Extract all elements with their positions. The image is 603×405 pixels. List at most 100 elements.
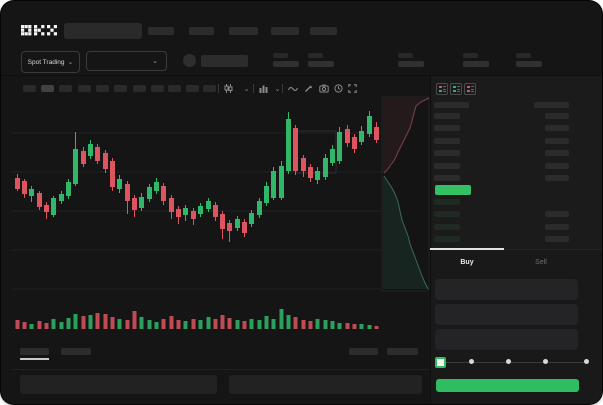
slider-dot[interactable] [505,359,511,364]
slider-handle[interactable] [434,357,446,368]
toolbar-separator [218,84,219,93]
bid-row-amount [545,224,569,230]
nav-item[interactable] [271,27,299,35]
fullscreen-icon[interactable] [347,83,358,94]
slider-dot[interactable] [468,359,474,364]
amount-slider[interactable] [431,353,602,371]
timeframe-pill[interactable] [114,85,127,92]
chart-bottom-tab[interactable] [61,348,91,355]
timeframe-pill[interactable] [186,85,199,92]
slider-track[interactable] [441,361,586,363]
draw-pencil-icon[interactable] [303,83,314,94]
trade-side-panel: Buy Sell [430,76,602,404]
timeframe-pill[interactable] [151,85,164,92]
timeframe-pill[interactable] [41,85,54,92]
ticker-stat-label [398,53,413,58]
top-bar [1,1,602,47]
total-field[interactable] [435,329,578,350]
main-nav [1,1,602,47]
interval-icon[interactable] [258,83,269,94]
chart-panel: ⌄ ⌄ [1,76,431,404]
sell-tab[interactable]: Sell [535,259,547,266]
ticker-stat-label [273,53,288,58]
nav-item[interactable] [189,27,214,35]
chart-svg [13,96,430,329]
chevron-down-icon: ⌄ [274,85,281,93]
ticker-stat-value [516,61,542,67]
okx-logo[interactable] [21,25,57,36]
ticker-stat-value [463,61,489,67]
camera-icon[interactable] [318,83,329,94]
candlestick-chart[interactable] [1,76,431,404]
ticker-stat-value [398,61,424,67]
timeframe-pill[interactable] [203,85,216,92]
depth-bid-area [383,176,428,289]
chevron-down-icon: ⌄ [243,85,250,93]
nav-item[interactable] [229,27,258,35]
trade-tabs: Buy Sell [430,248,602,274]
timeframe-pill[interactable] [168,85,181,92]
chart-footer-action[interactable] [349,348,378,355]
nav-item[interactable] [148,27,174,35]
ask-row-price [434,125,460,131]
orderbook [431,76,602,251]
toolbar-separator [282,84,283,93]
bid-row-price [434,236,460,242]
orderbook-buy-view-icon[interactable] [450,83,462,95]
depth-ask-line [383,97,430,174]
bid-row-amount [545,211,569,217]
candles [15,111,379,242]
timeframe-pill[interactable] [96,85,109,92]
settings-icon[interactable] [333,83,344,94]
nav-item[interactable] [310,27,337,35]
timeframe-pill[interactable] [59,85,72,92]
ask-row-amount [545,175,569,181]
ask-row-amount [545,113,569,119]
ask-row-amount [545,125,569,131]
toolbar-separator [253,84,254,93]
bid-row-price [434,211,460,217]
ask-row-amount [545,150,569,156]
chart-footer-tabs [1,336,431,404]
price-field[interactable] [435,279,578,300]
chevron-down-icon: ⌄ [152,57,158,65]
chart-bottom-tab-indicator [20,358,49,360]
ticker-stat [398,53,428,71]
ticker-stat-value [273,61,299,67]
orders-panel-placeholder [20,375,217,394]
bid-row-price [434,199,460,205]
chart-bottom-tab[interactable] [20,348,49,355]
volume-bars [15,309,379,329]
slider-dot[interactable] [542,359,548,364]
buy-submit-button[interactable] [436,379,579,392]
ticker-stat-label [463,53,478,58]
buy-tab[interactable]: Buy [460,259,474,266]
coin-icon [183,54,196,67]
search-input[interactable] [64,23,142,39]
timeframe-pill[interactable] [133,85,146,92]
indicator-wave-icon[interactable] [287,83,298,94]
orderbook-sell-view-icon[interactable] [464,83,476,95]
ticker-stat [516,53,546,71]
slider-dot[interactable] [584,359,589,364]
instrument-bar: Spot Trading ⌄ ⌄ [1,47,602,76]
bid-row-amount [545,236,569,242]
ask-row-price [434,138,460,144]
ticker-stat [308,53,338,71]
candle-style-icon[interactable] [223,83,234,94]
orderbook-combined-view-icon[interactable] [436,83,448,95]
orders-panel-placeholder [229,375,422,394]
ticker-stat [273,53,303,71]
last-price-bar[interactable] [435,185,471,195]
chart-footer-action[interactable] [387,348,418,355]
pair-dropdown[interactable]: ⌄ [86,51,167,71]
timeframe-pill[interactable] [23,85,36,92]
amount-field[interactable] [435,304,578,325]
ask-row-price [434,113,460,119]
ticker-stat-label [308,53,323,58]
market-type-dropdown[interactable]: Spot Trading ⌄ [21,51,80,73]
ask-row-price [434,175,460,181]
timeframe-pill[interactable] [78,85,91,92]
last-price-display [201,55,248,67]
